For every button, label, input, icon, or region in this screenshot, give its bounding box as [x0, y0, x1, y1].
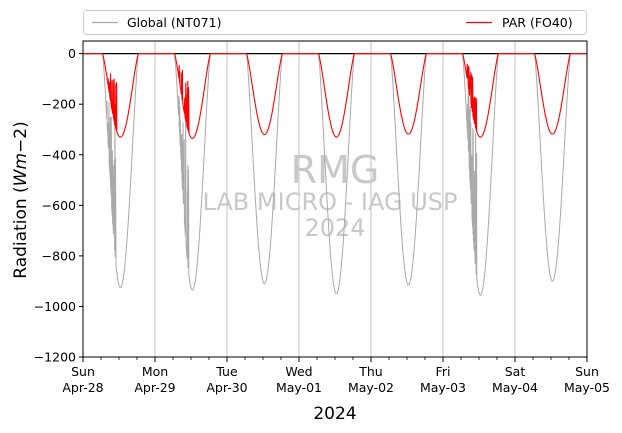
series-layer [82, 53, 588, 296]
watermark: RMG LAB MICRO - IAG USP 2024 [202, 148, 457, 242]
y-tick-label: −1000 [34, 299, 76, 314]
x-tick-date: May-03 [420, 380, 466, 395]
series-line-par [82, 53, 588, 139]
watermark-line-1: RMG [291, 148, 380, 192]
x-tick-day: Tue [215, 364, 238, 379]
x-tick-day: Sun [575, 364, 599, 379]
y-axis-title-unit: Wm [11, 153, 31, 186]
y-tick-label: −600 [42, 198, 76, 213]
x-tick-day: Thu [358, 364, 382, 379]
y-axis-title-prefix: Radiation ( [11, 186, 31, 278]
watermark-line-2: LAB MICRO - IAG USP [202, 188, 457, 216]
x-tick-date: May-01 [276, 380, 322, 395]
y-tick-label: 0 [68, 46, 76, 61]
x-tick-day: Mon [142, 364, 168, 379]
axes: 0−200−400−600−800−1000−1200SunApr-28MonA… [34, 40, 610, 395]
x-tick-date: Apr-30 [206, 380, 247, 395]
x-tick-date: May-05 [564, 380, 610, 395]
x-tick-day: Wed [285, 364, 312, 379]
x-tick-date: May-04 [492, 380, 538, 395]
legend-box [83, 10, 587, 35]
legend: Global (NT071) PAR (FO40) [83, 10, 587, 35]
x-tick-date: Apr-28 [62, 380, 103, 395]
watermark-line-3: 2024 [304, 214, 365, 242]
legend-label-global: Global (NT071) [127, 15, 221, 30]
x-tick-day: Sat [505, 364, 526, 379]
y-tick-label: −400 [42, 147, 76, 162]
x-tick-date: Apr-29 [134, 380, 175, 395]
y-axis-title-exp: −2) [11, 121, 31, 153]
y-tick-label: −800 [42, 248, 76, 263]
y-axis-title: Radiation (Wm−2) [11, 121, 31, 278]
x-axis-title: 2024 [313, 404, 356, 424]
y-tick-label: −200 [42, 97, 76, 112]
x-tick-day: Sun [71, 364, 95, 379]
x-tick-day: Fri [436, 364, 451, 379]
y-tick-label: −1200 [34, 350, 76, 365]
legend-label-par: PAR (FO40) [502, 15, 573, 30]
x-tick-date: May-02 [348, 380, 394, 395]
